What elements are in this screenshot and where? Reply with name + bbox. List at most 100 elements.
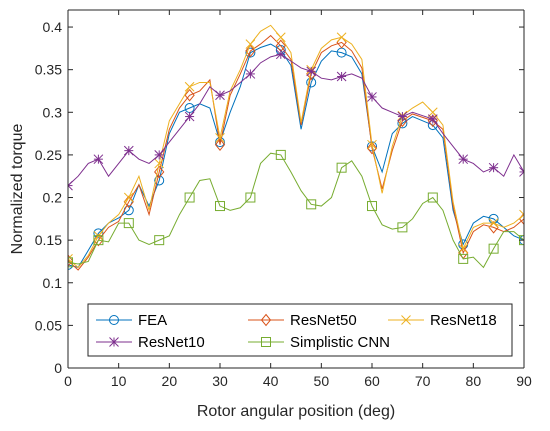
data-point-resnet18-42-stroke-b — [488, 218, 499, 228]
legend-marker-fea — [109, 315, 119, 325]
data-point-resnet18-0 — [68, 254, 73, 264]
y-tick-label-0: 0 — [54, 360, 62, 376]
data-point-resnet10-0-stroke-a — [68, 184, 73, 191]
y-tick-label-2: 0.1 — [43, 275, 63, 291]
data-point-simplistic-cnn-39 — [458, 253, 469, 264]
legend-item-fea: FEA — [96, 312, 167, 329]
data-point-resnet18-18-stroke-b — [245, 39, 256, 49]
legend-marker-resnet10 — [109, 337, 119, 347]
legend-marker-resnet50 — [260, 313, 272, 327]
x-tick-label-8: 80 — [466, 373, 482, 389]
y-tick-label-4: 0.2 — [43, 190, 63, 206]
legend-label-resnet18: ResNet18 — [430, 312, 497, 329]
x-tick-label-2: 20 — [162, 373, 178, 389]
data-point-resnet10-9 — [154, 150, 165, 160]
data-point-resnet18-30 — [367, 139, 377, 150]
data-point-resnet18-0-stroke-b — [68, 254, 73, 260]
data-point-simplistic-cnn-36 — [427, 192, 438, 203]
series-line-resnet10 — [68, 53, 524, 186]
legend-marker-resnet18 — [401, 315, 411, 325]
data-point-fea-3 — [93, 228, 104, 239]
series-line-resnet18 — [68, 24, 524, 269]
data-point-simplistic-cnn-24 — [306, 199, 317, 210]
x-tick-label-5: 50 — [314, 373, 330, 389]
data-point-resnet10-45-stroke-a — [519, 167, 524, 173]
data-point-resnet10-21 — [275, 49, 286, 60]
data-point-simplistic-cnn-6 — [123, 218, 134, 229]
legend-label-fea: FEA — [138, 312, 167, 329]
data-point-simplistic-cnn-12 — [184, 192, 195, 203]
legend-marker-resnet18-stroke-b — [401, 315, 411, 325]
series-resnet18 — [68, 24, 524, 269]
data-point-resnet50-18 — [245, 44, 256, 58]
x-tick-label-4: 40 — [263, 373, 279, 389]
data-point-resnet10-36 — [427, 114, 438, 124]
data-point-resnet10-3 — [93, 154, 104, 165]
x-tick-label-3: 30 — [212, 373, 228, 389]
legend-label-resnet50: ResNet50 — [290, 312, 357, 329]
x-tick-label-9: 90 — [516, 373, 532, 389]
data-point-resnet18-15-stroke-b — [215, 133, 225, 143]
data-point-resnet18-6-stroke-b — [123, 192, 134, 203]
data-point-resnet18-39-stroke-b — [458, 243, 469, 254]
data-point-resnet10-0 — [68, 180, 73, 191]
data-point-resnet10-33 — [397, 111, 408, 122]
data-point-fea-9 — [154, 175, 165, 186]
data-point-resnet18-9-stroke-b — [154, 158, 165, 169]
axes-layer: 0 10 20 30 40 50 60 70 80 90 0 0.05 0.1 0.15 0.2 0.25 0.… — [35, 9, 532, 389]
data-point-resnet10-15 — [215, 90, 225, 101]
data-point-resnet10-27 — [336, 71, 347, 82]
data-point-simplistic-cnn-42 — [488, 243, 499, 254]
data-point-resnet10-6 — [123, 145, 134, 156]
series-line-fea — [68, 43, 524, 268]
data-point-resnet18-39 — [458, 243, 469, 254]
data-point-resnet18-27-stroke-b — [336, 32, 347, 43]
x-axis-label: Rotor angular position (deg) — [197, 403, 395, 420]
legend-item-resnet18: ResNet18 — [388, 312, 497, 329]
series-simplistic-cnn — [68, 149, 524, 269]
y-tick-label-1: 0.05 — [35, 317, 62, 333]
data-point-resnet18-21-stroke-b — [275, 32, 286, 43]
data-point-simplistic-cnn-33 — [397, 222, 408, 233]
data-point-resnet10-39 — [458, 154, 469, 165]
data-point-resnet10-12 — [184, 111, 195, 122]
data-point-simplistic-cnn-27 — [336, 162, 347, 173]
data-point-resnet18-0-stroke-a — [68, 258, 73, 264]
data-point-simplistic-cnn-15 — [215, 201, 225, 212]
legend: FEA ResNet50 ResNet18 ResNet10 Simplistic CN… — [87, 303, 513, 357]
series-line-simplistic-cnn — [68, 152, 524, 269]
legend-marker-simplistic-cnn — [261, 337, 271, 347]
data-point-simplistic-cnn-3 — [93, 235, 104, 246]
y-tick-label-5: 0.25 — [35, 147, 62, 163]
data-point-resnet18-6 — [123, 192, 134, 203]
data-point-resnet18-36 — [427, 107, 438, 118]
legend-label-resnet10: ResNet10 — [138, 334, 205, 351]
x-tick-label-0: 0 — [64, 373, 72, 389]
x-tick-label-7: 70 — [415, 373, 431, 389]
data-point-simplistic-cnn-0 — [68, 257, 73, 268]
y-tick-label-3: 0.15 — [35, 232, 62, 248]
x-tick-label-6: 60 — [364, 373, 380, 389]
y-tick-label-7: 0.35 — [35, 62, 62, 78]
data-point-resnet10-45 — [519, 167, 524, 177]
series-layer — [68, 24, 524, 271]
data-point-resnet18-36-stroke-b — [427, 107, 438, 118]
legend-label-simplistic-cnn: Simplistic CNN — [290, 334, 390, 351]
data-point-resnet18-12 — [184, 81, 195, 92]
data-point-resnet50-0 — [68, 254, 74, 267]
data-point-resnet18-27 — [336, 32, 347, 43]
data-point-resnet18-18 — [245, 39, 256, 49]
data-point-resnet18-30-stroke-b — [367, 139, 377, 150]
data-point-resnet18-45-stroke-b — [519, 213, 524, 220]
data-point-resnet10-0-stroke-b — [68, 180, 73, 187]
data-point-resnet18-42 — [488, 218, 499, 228]
data-point-resnet18-45-stroke-a — [519, 209, 524, 216]
data-point-resnet50-15 — [214, 138, 226, 151]
series-line-resnet50 — [68, 34, 524, 271]
data-point-simplistic-cnn-9 — [154, 235, 165, 246]
x-tick-label-1: 10 — [111, 373, 127, 389]
y-axis-label: Normalized torque — [9, 124, 26, 255]
data-point-resnet50-9 — [154, 165, 165, 179]
data-point-simplistic-cnn-30 — [367, 201, 377, 212]
